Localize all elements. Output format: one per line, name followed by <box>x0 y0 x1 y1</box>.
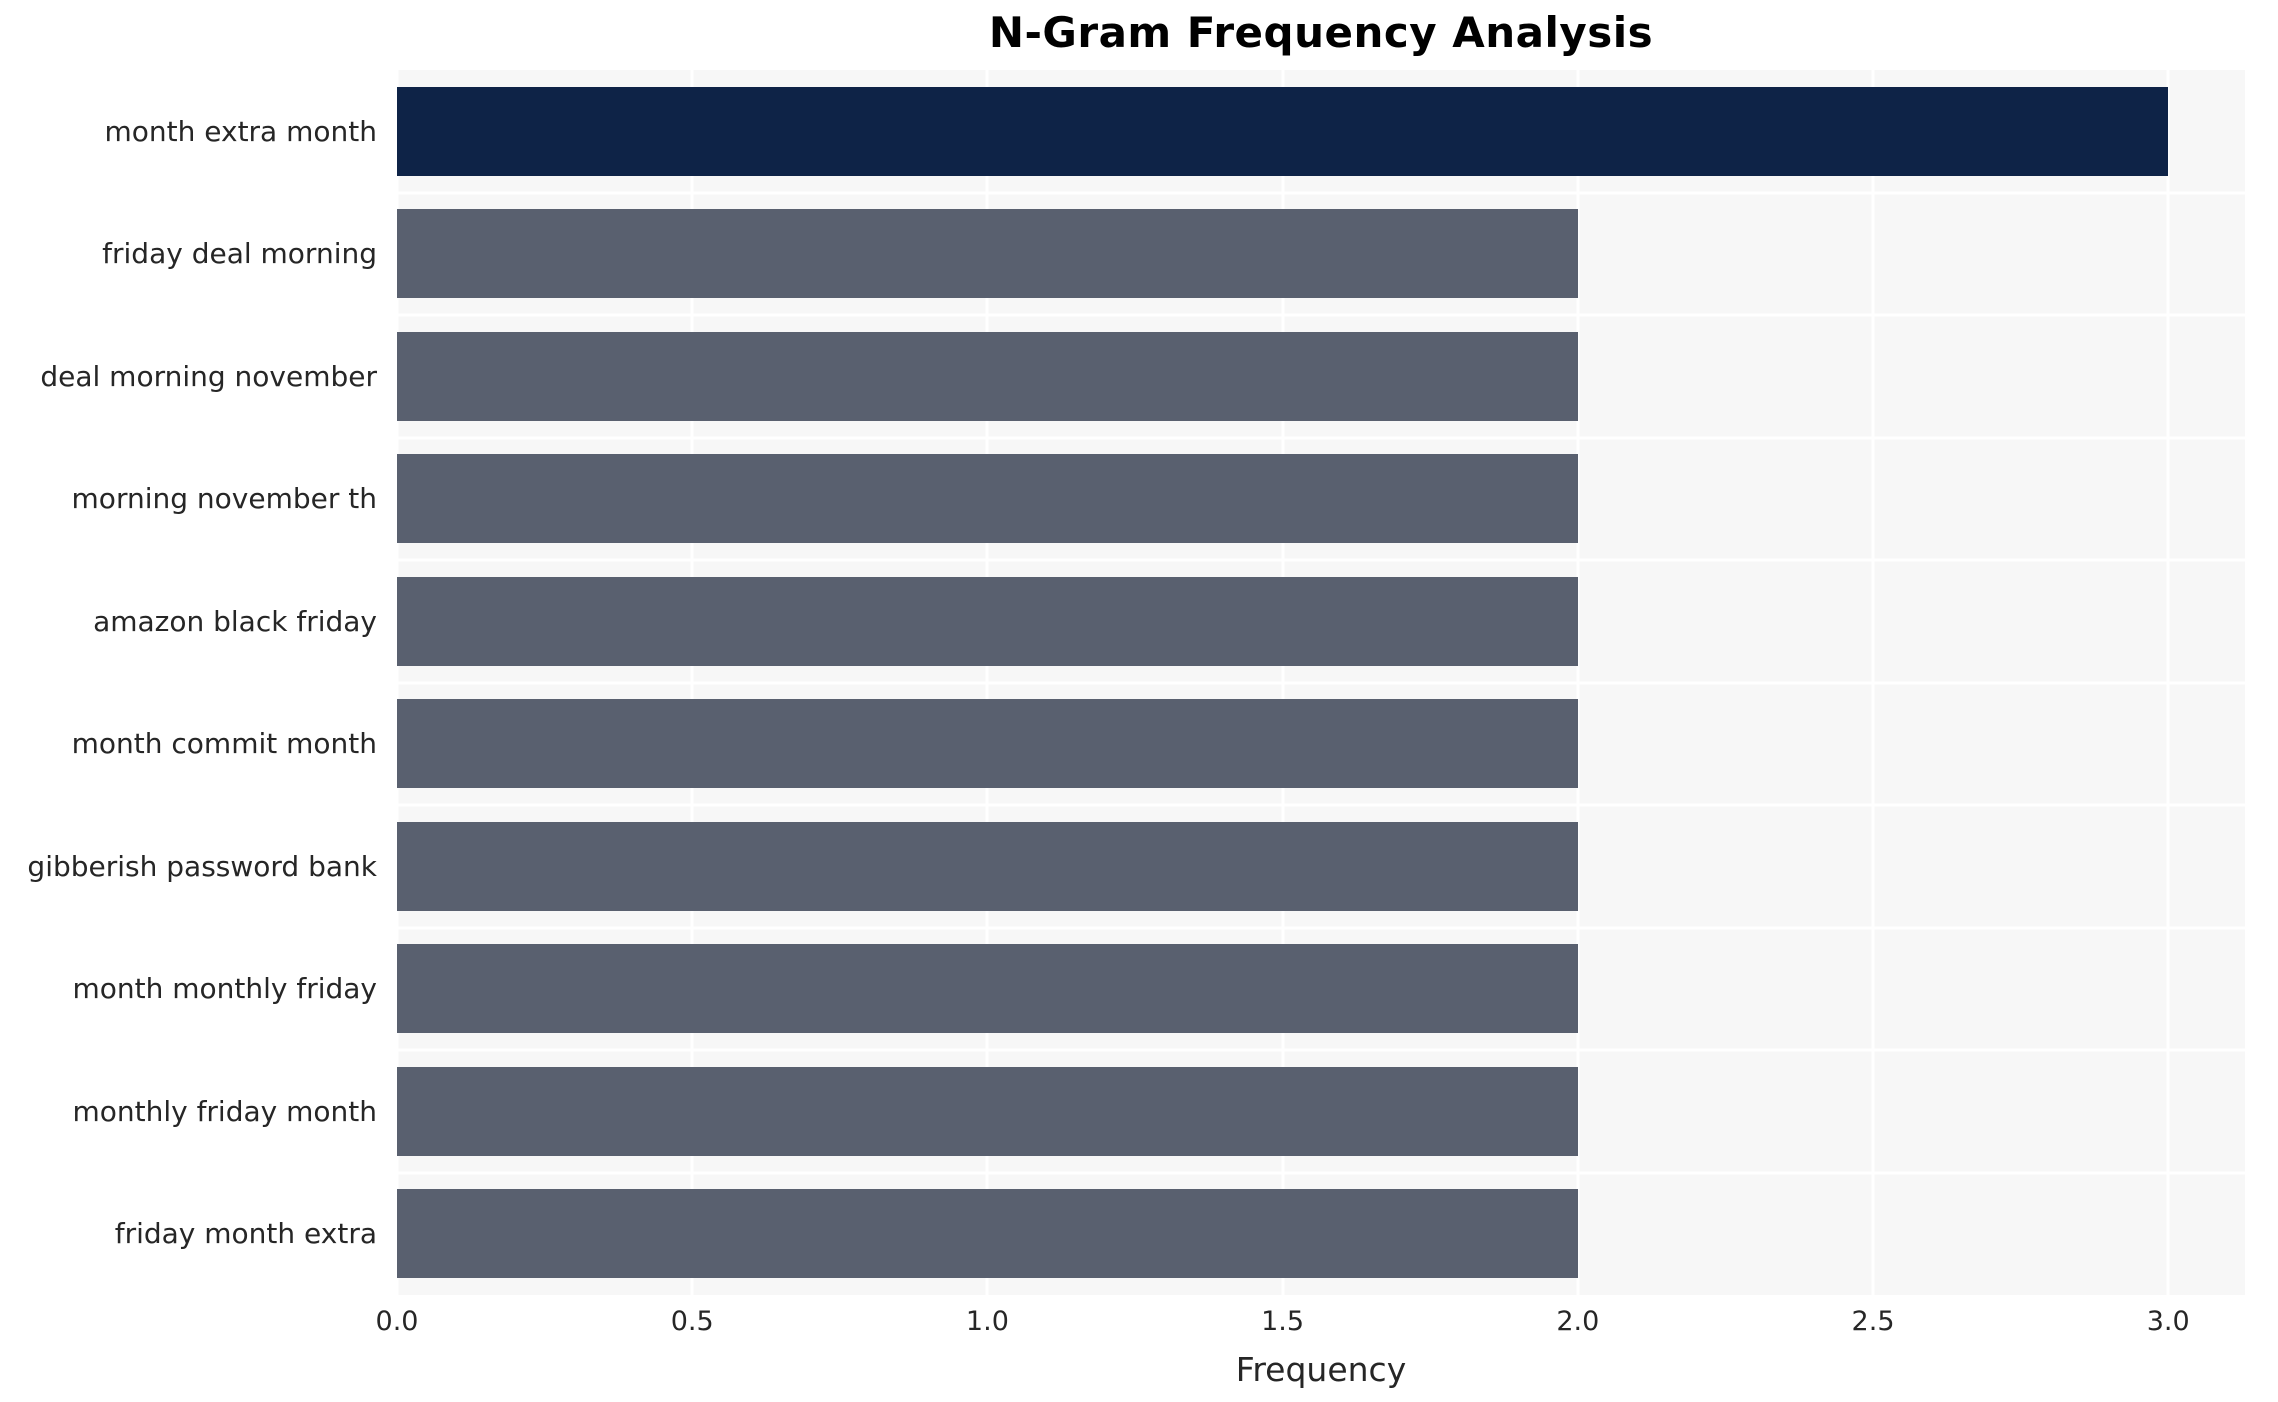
x-axis-label: Frequency <box>1235 1350 1407 1389</box>
x-axis-tick-label: 1.0 <box>965 1306 1009 1337</box>
x-axis-tick-label: 2.5 <box>1851 1306 1895 1337</box>
horizontal-gridline <box>397 1048 2245 1052</box>
y-axis-category-label: month extra month <box>104 114 377 148</box>
bar-row <box>397 928 2245 1051</box>
x-axis-tick-label: 0.5 <box>670 1306 714 1337</box>
chart-title: N-Gram Frequency Analysis <box>988 8 1654 57</box>
frequency-bar <box>397 576 1578 666</box>
y-axis-category-label: month monthly friday <box>72 972 377 1006</box>
horizontal-gridline <box>397 1171 2245 1174</box>
bar-row <box>397 70 2245 193</box>
frequency-bar <box>397 454 1578 544</box>
frequency-bar <box>397 1066 1578 1156</box>
y-axis-category-label: deal morning november <box>40 359 377 393</box>
plot-area <box>395 70 2245 1295</box>
bar-row <box>397 315 2245 438</box>
frequency-bar <box>397 944 1578 1034</box>
x-axis-tick-label: 3.0 <box>2146 1306 2190 1337</box>
frequency-bar <box>397 209 1578 299</box>
y-axis-category-label: monthly friday month <box>72 1094 377 1128</box>
x-axis-tick-label: 0.0 <box>375 1306 419 1337</box>
y-axis-category-label: friday month extra <box>114 1217 377 1251</box>
y-axis-category-label: gibberish password bank <box>27 849 377 883</box>
y-axis-category-label: month commit month <box>71 727 377 761</box>
bar-row <box>397 560 2245 683</box>
frequency-bar <box>397 821 1578 911</box>
horizontal-gridline <box>397 313 2245 317</box>
y-axis-category-label: friday deal morning <box>102 237 377 271</box>
y-axis-category-labels: month extra month friday deal morning deal… <box>0 70 387 1295</box>
x-axis-tick-label: 2.0 <box>1556 1306 1600 1337</box>
horizontal-gridline <box>397 926 2245 929</box>
bar-row <box>397 683 2245 806</box>
y-axis-category-label: morning november th <box>71 482 377 516</box>
bar-row <box>397 1173 2245 1296</box>
bar-row <box>397 1050 2245 1173</box>
bar-row <box>397 438 2245 561</box>
horizontal-gridline <box>397 681 2245 684</box>
horizontal-gridline <box>397 191 2245 194</box>
horizontal-gridline <box>397 558 2245 562</box>
horizontal-gridline <box>397 436 2245 439</box>
y-axis-category-label: amazon black friday <box>93 604 377 638</box>
frequency-bar <box>397 699 1578 789</box>
frequency-bar <box>397 1189 1578 1279</box>
x-axis-tick-label: 1.5 <box>1261 1306 1305 1337</box>
horizontal-gridline <box>397 803 2245 807</box>
bar-row <box>397 805 2245 928</box>
x-axis-tick-labels: 0.0 0.5 1.0 1.5 2.0 2.5 3.0 <box>376 1306 2245 1346</box>
frequency-bar <box>397 86 2169 176</box>
gridlines <box>395 70 2245 1295</box>
bar-row <box>397 193 2245 316</box>
bar-rows <box>397 70 2245 1295</box>
frequency-bar <box>397 331 1578 421</box>
